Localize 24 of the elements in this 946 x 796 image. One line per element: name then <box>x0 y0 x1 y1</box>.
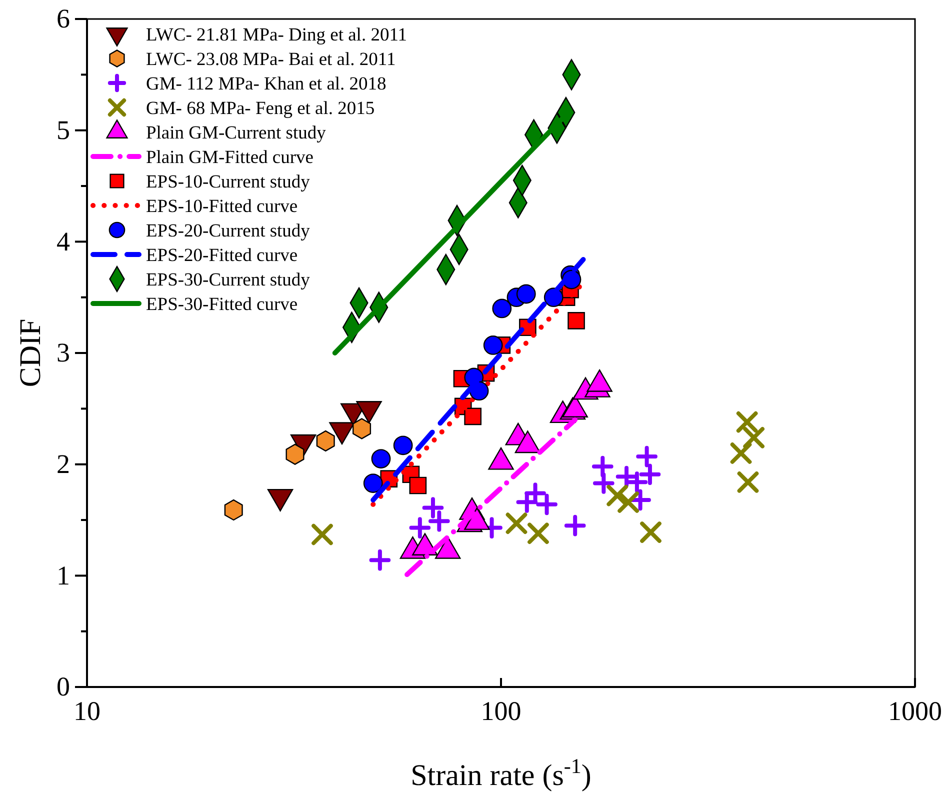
legend-label: EPS-30-Current study <box>146 270 311 290</box>
legend-label: EPS-10-Fitted curve <box>146 197 298 217</box>
y-axis-title: CDIF <box>14 318 47 388</box>
y-tick-label: 6 <box>56 4 70 34</box>
y-tick-label: 5 <box>56 114 70 145</box>
x-tick-label: 1000 <box>888 696 942 726</box>
legend-label: GM- 68 MPa- Feng et al. 2015 <box>146 99 375 119</box>
y-tick-label: 4 <box>56 226 70 256</box>
x-tick-label: 100 <box>480 696 522 726</box>
legend-label: GM- 112 MPa- Khan et al. 2018 <box>146 74 386 94</box>
y-tick-label: 1 <box>56 560 70 590</box>
y-tick-label: 3 <box>56 338 70 368</box>
y-tick-label: 0 <box>56 672 70 702</box>
legend-label: LWC- 23.08 MPa- Bai et al. 2011 <box>146 50 396 70</box>
x-axis-title: Strain rate (s$^{-1}$) <box>410 754 592 792</box>
legend-label: Plain GM-Current study <box>146 124 327 144</box>
legend-label: EPS-30-Fitted curve <box>146 295 298 315</box>
legend-label: LWC- 21.81 MPa- Ding et al. 2011 <box>146 26 408 46</box>
legend-label: EPS-20-Current study <box>146 222 311 242</box>
y-tick-label: 2 <box>56 448 70 479</box>
x-tick-label: 10 <box>74 696 100 726</box>
legend-label: Plain GM-Fitted curve <box>146 148 314 168</box>
legend-label: EPS-10-Current study <box>146 172 311 192</box>
legend-label: EPS-20-Fitted curve <box>146 246 298 266</box>
